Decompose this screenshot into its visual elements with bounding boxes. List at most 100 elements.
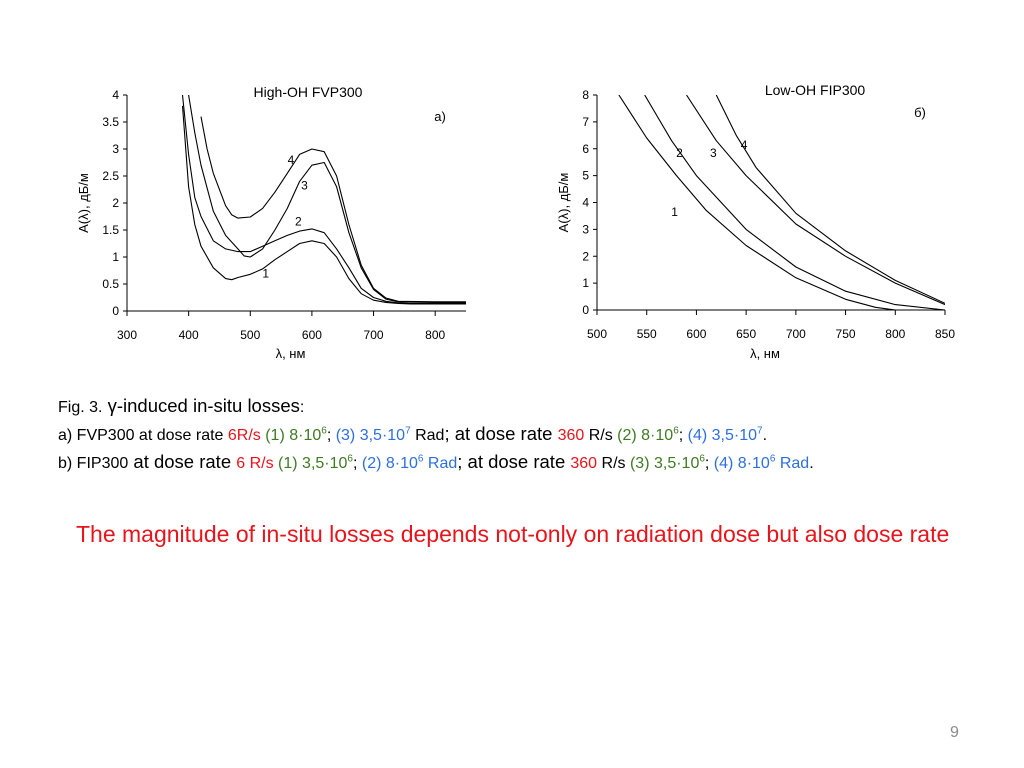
x-tick-label: 700	[364, 328, 384, 342]
figure-caption: Fig. 3. γ-induced in-situ losses: a) FVP…	[58, 393, 1018, 477]
caption-segment: Rad	[775, 455, 810, 472]
y-tick-label: 2	[582, 249, 589, 263]
y-tick-label: 2	[112, 196, 119, 210]
series-3-line	[188, 95, 466, 303]
page-number: 9	[950, 724, 959, 741]
caption-segment: Rad	[423, 455, 458, 472]
curve-label: 4	[741, 138, 748, 152]
y-tick-label: 6	[582, 142, 589, 156]
y-tick-label: 3	[582, 222, 589, 236]
series-4-line	[715, 95, 945, 304]
caption-segment: ;	[678, 427, 688, 444]
curves-group	[181, 95, 466, 305]
chart-title: High-OH FVP300	[254, 84, 363, 100]
x-tick-label: 850	[935, 327, 955, 341]
caption-segment: R/s	[597, 455, 630, 472]
caption-segment: 6R/s	[227, 427, 261, 444]
x-tick-label: 750	[836, 327, 856, 341]
series-2-line	[644, 95, 945, 310]
caption-segment: ;	[704, 455, 714, 472]
y-tick-label: 0.5	[102, 277, 119, 291]
y-tick-label: 8	[582, 88, 589, 102]
y-tick-label: 2.5	[102, 169, 119, 183]
caption-line-2: a) FVP300 at dose rate 6R/s (1) 8·106; (…	[58, 421, 1018, 449]
caption-segment: at dose rate	[128, 451, 237, 472]
x-axis-label: λ, нм	[276, 346, 306, 361]
caption-title: γ-induced in-situ losses	[102, 395, 300, 416]
caption-segment: (3) 3,5·10	[629, 455, 700, 472]
y-tick-label: 4	[582, 196, 589, 210]
curve-label: 3	[710, 146, 717, 160]
panel-label: a)	[434, 109, 446, 124]
x-tick-label: 600	[686, 327, 706, 341]
series-1-line	[181, 105, 466, 305]
x-tick-label: 700	[786, 327, 806, 341]
x-axis-label: λ, нм	[750, 346, 780, 361]
caption-segment: (4) 8·10	[713, 455, 770, 472]
y-tick-label: 1.5	[102, 223, 119, 237]
caption-segment: ; at dose rate	[457, 451, 571, 472]
curve-label: 2	[676, 146, 683, 160]
caption-exponent: 6	[347, 453, 353, 465]
panel-label: б)	[914, 105, 926, 120]
caption-segment: (1) 8·10	[260, 427, 322, 444]
curve-label: 2	[295, 215, 302, 229]
caption-segment: Rad	[410, 427, 445, 444]
x-tick-label: 500	[587, 327, 607, 341]
caption-segment: .	[809, 455, 814, 472]
caption-exponent: 6	[673, 425, 679, 437]
caption-colon: :	[299, 399, 305, 416]
y-tick-label: 1	[582, 276, 589, 290]
x-tick-label: 650	[736, 327, 756, 341]
caption-segment: 360	[557, 427, 585, 444]
caption-segment: (2) 8·10	[361, 455, 418, 472]
x-tick-label: 800	[885, 327, 905, 341]
caption-fig-number: Fig. 3.	[58, 399, 103, 416]
series-4-line	[200, 116, 466, 303]
y-tick-label: 5	[582, 169, 589, 183]
y-tick-label: 3	[112, 142, 119, 156]
caption-exponent: 6	[321, 425, 327, 437]
caption-segment: ;	[326, 427, 336, 444]
caption-segment: (1) 3,5·10	[273, 455, 348, 472]
statement-text: The magnitude of in-situ losses depends …	[76, 521, 950, 547]
curve-label: 1	[671, 205, 678, 219]
chart-title: Low-OH FIP300	[765, 82, 866, 98]
y-tick-label: 1	[112, 250, 119, 264]
curve-label: 3	[301, 179, 308, 193]
caption-segment: 6 R/s	[236, 455, 274, 472]
caption-line-3: b) FIP300 at dose rate 6 R/s (1) 3,5·106…	[58, 449, 1018, 477]
curves-group	[618, 95, 945, 310]
caption-segment: .	[762, 427, 768, 444]
caption-exponent: 6	[417, 453, 424, 465]
x-tick-label: 400	[179, 328, 199, 342]
y-tick-label: 7	[582, 115, 589, 129]
caption-segment: (4) 3,5·10	[687, 427, 758, 444]
caption-segment: (2) 8·10	[617, 427, 674, 444]
caption-segment: ;	[352, 455, 362, 472]
y-tick-label: 3.5	[102, 115, 119, 129]
caption-segment: R/s	[584, 427, 618, 444]
caption-exponent: 6	[699, 453, 705, 465]
y-axis-label: A(λ), дБ/м	[556, 173, 571, 233]
curve-label: 1	[262, 267, 269, 281]
caption-line-1: Fig. 3. γ-induced in-situ losses:	[58, 393, 1018, 421]
y-axis-label: A(λ), дБ/м	[76, 173, 91, 233]
caption-segment: a) FVP300 at dose rate	[58, 427, 228, 444]
x-tick-label: 600	[302, 328, 322, 342]
caption-exponent: 7	[405, 425, 411, 437]
caption-exponent: 6	[769, 453, 776, 465]
curve-label: 4	[288, 153, 295, 167]
chart-low-oh-fip300: 0 1 2 3 4 5 6 7 8 500 550 600 650 700 750 800 850 1 2 3 4 Low…	[556, 82, 955, 361]
x-tick-label: 300	[117, 328, 137, 342]
y-tick-label: 0	[112, 304, 119, 318]
caption-segment: (3) 3,5·10	[335, 427, 406, 444]
y-tick-label: 0	[582, 303, 589, 317]
x-tick-label: 800	[425, 328, 445, 342]
caption-segment: ; at dose rate	[444, 423, 558, 444]
x-tick-label: 500	[240, 328, 260, 342]
y-tick-label: 4	[112, 88, 119, 102]
caption-exponent: 7	[757, 425, 763, 437]
